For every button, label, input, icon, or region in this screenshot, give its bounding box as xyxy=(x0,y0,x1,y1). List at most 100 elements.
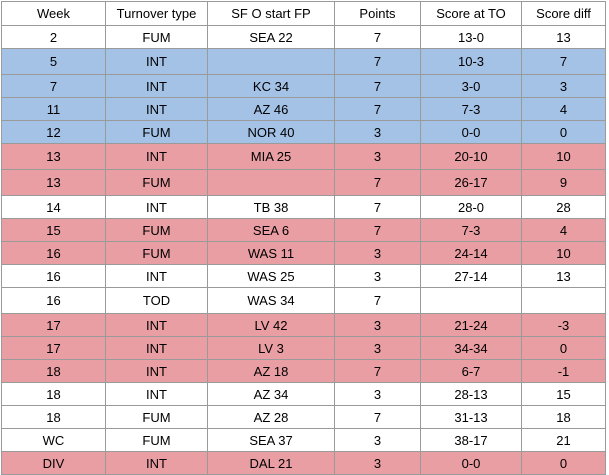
table-body: 2 FUM SEA 22 7 13-0 13 5 INT 7 10-3 7 7 INT KC 34 7 3-0… xyxy=(1,25,606,475)
turnover-type-cell: INT xyxy=(105,74,208,98)
points-cell: 7 xyxy=(334,405,421,429)
start-fp-cell: WAS 34 xyxy=(207,287,335,314)
score-diff-cell: 10 xyxy=(521,143,606,170)
week-cell: 18 xyxy=(1,382,106,406)
score-at-to-cell: 7-3 xyxy=(420,97,522,121)
table-row: 15 FUM SEA 6 7 7-3 4 xyxy=(1,218,606,242)
score-at-to-cell: 21-24 xyxy=(420,313,522,337)
table-row: WC FUM SEA 37 3 38-17 21 xyxy=(1,428,606,452)
turnover-type-cell: INT xyxy=(105,264,208,288)
score-diff-cell: 0 xyxy=(521,451,606,475)
table-row: 13 FUM 7 26-17 9 xyxy=(1,169,606,196)
header-turnover-type: Turnover type xyxy=(105,1,208,26)
score-at-to-cell xyxy=(420,287,522,314)
points-cell: 3 xyxy=(334,451,421,475)
week-cell: DIV xyxy=(1,451,106,475)
turnover-type-cell: INT xyxy=(105,451,208,475)
score-diff-cell: 4 xyxy=(521,97,606,121)
score-diff-cell: 4 xyxy=(521,218,606,242)
week-cell: WC xyxy=(1,428,106,452)
start-fp-cell: AZ 46 xyxy=(207,97,335,121)
turnover-type-cell: INT xyxy=(105,48,208,75)
score-diff-cell: 13 xyxy=(521,264,606,288)
table-row: 17 INT LV 3 3 34-34 0 xyxy=(1,336,606,360)
points-cell: 7 xyxy=(334,169,421,196)
start-fp-cell: SEA 6 xyxy=(207,218,335,242)
points-cell: 7 xyxy=(334,97,421,121)
score-diff-cell: -3 xyxy=(521,313,606,337)
turnover-type-cell: INT xyxy=(105,97,208,121)
score-at-to-cell: 34-34 xyxy=(420,336,522,360)
turnover-type-cell: INT xyxy=(105,143,208,170)
points-cell: 7 xyxy=(334,359,421,383)
points-cell: 7 xyxy=(334,74,421,98)
points-cell: 3 xyxy=(334,264,421,288)
score-diff-cell: 10 xyxy=(521,241,606,265)
score-diff-cell: 0 xyxy=(521,120,606,144)
points-cell: 7 xyxy=(334,48,421,75)
table-row: 16 TOD WAS 34 7 xyxy=(1,287,606,314)
table-row: DIV INT DAL 21 3 0-0 0 xyxy=(1,451,606,475)
turnover-type-cell: INT xyxy=(105,195,208,219)
start-fp-cell: SEA 22 xyxy=(207,25,335,49)
week-cell: 13 xyxy=(1,143,106,170)
table-row: 12 FUM NOR 40 3 0-0 0 xyxy=(1,120,606,144)
turnover-type-cell: INT xyxy=(105,359,208,383)
week-cell: 2 xyxy=(1,25,106,49)
score-diff-cell: 9 xyxy=(521,169,606,196)
start-fp-cell xyxy=(207,48,335,75)
header-start-field-position: SF O start FP xyxy=(207,1,335,26)
week-cell: 5 xyxy=(1,48,106,75)
score-diff-cell: 3 xyxy=(521,74,606,98)
score-diff-cell: 18 xyxy=(521,405,606,429)
score-at-to-cell: 28-13 xyxy=(420,382,522,406)
turnover-type-cell: FUM xyxy=(105,25,208,49)
score-at-to-cell: 26-17 xyxy=(420,169,522,196)
points-cell: 3 xyxy=(334,143,421,170)
start-fp-cell: AZ 18 xyxy=(207,359,335,383)
turnover-type-cell: FUM xyxy=(105,428,208,452)
table-row: 17 INT LV 42 3 21-24 -3 xyxy=(1,313,606,337)
week-cell: 16 xyxy=(1,264,106,288)
turnover-type-cell: INT xyxy=(105,336,208,360)
points-cell: 7 xyxy=(334,195,421,219)
start-fp-cell: WAS 25 xyxy=(207,264,335,288)
header-score-diff: Score diff xyxy=(521,1,606,26)
start-fp-cell: TB 38 xyxy=(207,195,335,219)
week-cell: 15 xyxy=(1,218,106,242)
week-cell: 12 xyxy=(1,120,106,144)
table-row: 18 FUM AZ 28 7 31-13 18 xyxy=(1,405,606,429)
score-diff-cell: 7 xyxy=(521,48,606,75)
turnover-type-cell: FUM xyxy=(105,241,208,265)
start-fp-cell: NOR 40 xyxy=(207,120,335,144)
start-fp-cell: AZ 28 xyxy=(207,405,335,429)
table-row: 16 FUM WAS 11 3 24-14 10 xyxy=(1,241,606,265)
score-at-to-cell: 3-0 xyxy=(420,74,522,98)
header-row: Week Turnover type SF O start FP Points … xyxy=(1,1,606,26)
score-at-to-cell: 10-3 xyxy=(420,48,522,75)
score-at-to-cell: 6-7 xyxy=(420,359,522,383)
table-row: 18 INT AZ 34 3 28-13 15 xyxy=(1,382,606,406)
score-at-to-cell: 27-14 xyxy=(420,264,522,288)
table-row: 18 INT AZ 18 7 6-7 -1 xyxy=(1,359,606,383)
table-row: 13 INT MIA 25 3 20-10 10 xyxy=(1,143,606,170)
header-week: Week xyxy=(1,1,106,26)
turnover-type-cell: FUM xyxy=(105,120,208,144)
table-row: 2 FUM SEA 22 7 13-0 13 xyxy=(1,25,606,49)
table-row: 14 INT TB 38 7 28-0 28 xyxy=(1,195,606,219)
points-cell: 3 xyxy=(334,241,421,265)
score-at-to-cell: 13-0 xyxy=(420,25,522,49)
points-cell: 3 xyxy=(334,382,421,406)
score-at-to-cell: 28-0 xyxy=(420,195,522,219)
table-row: 11 INT AZ 46 7 7-3 4 xyxy=(1,97,606,121)
start-fp-cell xyxy=(207,169,335,196)
score-diff-cell: 28 xyxy=(521,195,606,219)
score-at-to-cell: 0-0 xyxy=(420,120,522,144)
week-cell: 17 xyxy=(1,336,106,360)
score-at-to-cell: 31-13 xyxy=(420,405,522,429)
start-fp-cell: WAS 11 xyxy=(207,241,335,265)
week-cell: 14 xyxy=(1,195,106,219)
points-cell: 7 xyxy=(334,25,421,49)
points-cell: 7 xyxy=(334,287,421,314)
